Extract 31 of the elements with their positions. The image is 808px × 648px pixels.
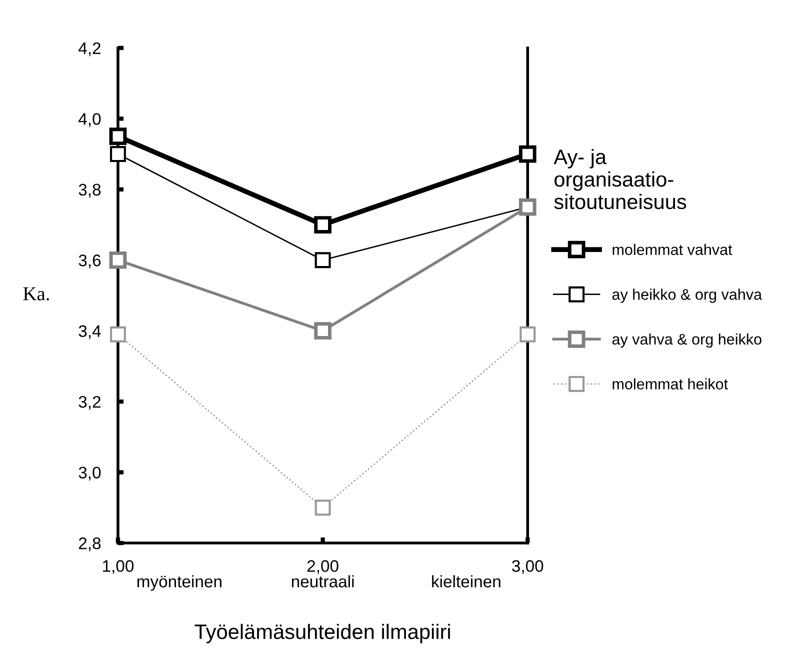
y-tick-label: 3,2 xyxy=(78,396,100,410)
legend-title: Ay- ja organisaatio- sitoutuneisuus xyxy=(554,148,686,210)
text: kielteinen xyxy=(432,575,500,588)
y-tick-label: 4,0 xyxy=(78,113,101,127)
point xyxy=(109,251,127,269)
legend-label: ay heikko & org vahva xyxy=(612,288,762,303)
point xyxy=(110,146,126,162)
y-tick-label: 3,0 xyxy=(78,466,101,480)
point xyxy=(314,322,332,340)
point xyxy=(110,326,126,342)
point xyxy=(314,252,331,268)
y-tick-label: 3,4 xyxy=(78,325,101,340)
y-tick-label: 3,6 xyxy=(78,254,101,268)
x-tick-label: 1,00 xyxy=(103,560,134,574)
text: neutraali xyxy=(292,575,354,588)
x-axis-title: Työelämäsuhteiden ilmapiiri xyxy=(194,624,450,644)
point xyxy=(314,216,332,234)
point xyxy=(314,500,331,516)
point xyxy=(109,128,127,146)
y-axis-title: Ka. xyxy=(23,287,49,300)
point xyxy=(518,145,536,163)
legend-label: molemmat vahvat xyxy=(612,244,732,256)
legend-label: molemmat heikot xyxy=(612,378,728,390)
y-tick-label: 3,8 xyxy=(78,184,101,198)
y-tick-label: 2,8 xyxy=(78,537,101,552)
point xyxy=(520,326,536,342)
legend-label: ay vahva & org heikko xyxy=(612,333,762,348)
y-tick-label: 4,2 xyxy=(78,42,100,56)
x-tick-label: 2,00 xyxy=(307,560,338,574)
text: myönteinen xyxy=(137,575,222,591)
x-tick-label: 3,00 xyxy=(512,560,544,574)
